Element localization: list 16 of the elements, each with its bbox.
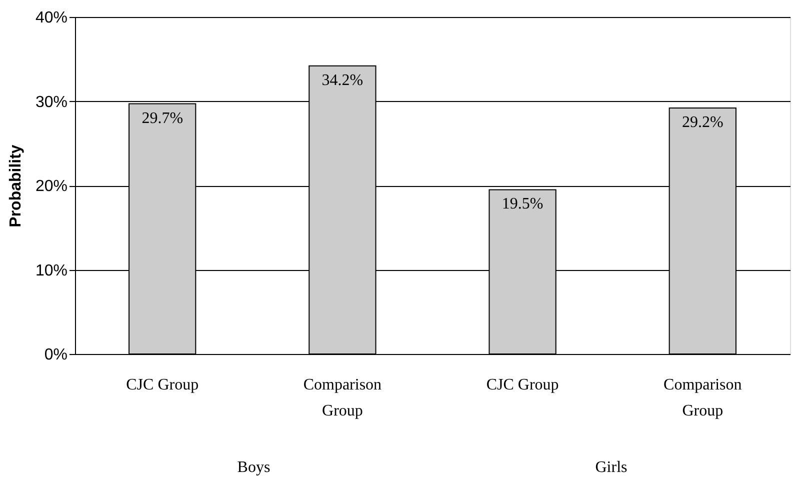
y-tick-label: 30%	[35, 94, 68, 111]
data-label: 29.7%	[142, 110, 184, 127]
y-tick-label: 0%	[44, 346, 68, 364]
data-label: 34.2%	[322, 72, 364, 89]
x-tick-label: CJC Group	[126, 376, 199, 394]
y-tick-label: 10%	[35, 262, 68, 280]
x-tick-label: CJC Group	[486, 376, 559, 394]
data-label: 29.2%	[682, 114, 724, 131]
text: Boys	[237, 459, 270, 476]
x-tick-label: Comparison Group	[303, 376, 382, 420]
x-tick-label: Comparison Group	[664, 376, 742, 420]
data-label: 19.5%	[502, 196, 544, 213]
y-tick-label: 20%	[35, 178, 68, 195]
text: Girls	[595, 459, 628, 476]
y-axis-title: Probability	[7, 144, 24, 228]
y-tick-label: 40%	[35, 10, 68, 26]
